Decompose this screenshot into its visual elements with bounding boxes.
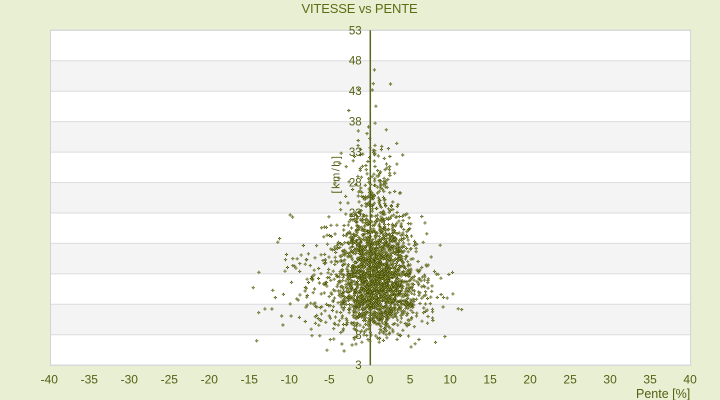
svg-text:20: 20 (523, 373, 537, 387)
svg-text:43: 43 (349, 86, 362, 98)
svg-text:25: 25 (563, 373, 577, 387)
svg-text:23: 23 (349, 208, 362, 220)
svg-text:0: 0 (367, 373, 374, 387)
svg-text:-5: -5 (324, 373, 335, 387)
svg-text:VITESSE vs PENTE: VITESSE vs PENTE (301, 1, 418, 16)
svg-text:13: 13 (349, 269, 362, 281)
svg-text:35: 35 (643, 373, 657, 387)
svg-text:48: 48 (349, 56, 362, 68)
svg-text:-10: -10 (281, 373, 299, 387)
svg-text:-40: -40 (41, 373, 59, 387)
svg-text:-25: -25 (161, 373, 179, 387)
svg-text:-30: -30 (121, 373, 139, 387)
svg-text:-20: -20 (201, 373, 219, 387)
svg-text:40: 40 (683, 373, 697, 387)
svg-text:5: 5 (407, 373, 414, 387)
svg-text:8: 8 (355, 299, 361, 311)
svg-text:38: 38 (349, 117, 362, 129)
svg-text:[km/h]: [km/h] (330, 155, 342, 194)
svg-text:10: 10 (443, 373, 457, 387)
svg-text:Pente [%]: Pente [%] (636, 387, 690, 400)
svg-text:-15: -15 (241, 373, 259, 387)
svg-text:28: 28 (349, 178, 362, 190)
svg-text:33: 33 (349, 147, 362, 159)
svg-text:8: 8 (355, 330, 361, 342)
svg-text:-35: -35 (81, 373, 99, 387)
svg-text:30: 30 (603, 373, 617, 387)
svg-text:53: 53 (349, 25, 362, 37)
svg-text:15: 15 (483, 373, 497, 387)
svg-text:18: 18 (349, 238, 362, 250)
svg-text:3: 3 (355, 360, 361, 372)
